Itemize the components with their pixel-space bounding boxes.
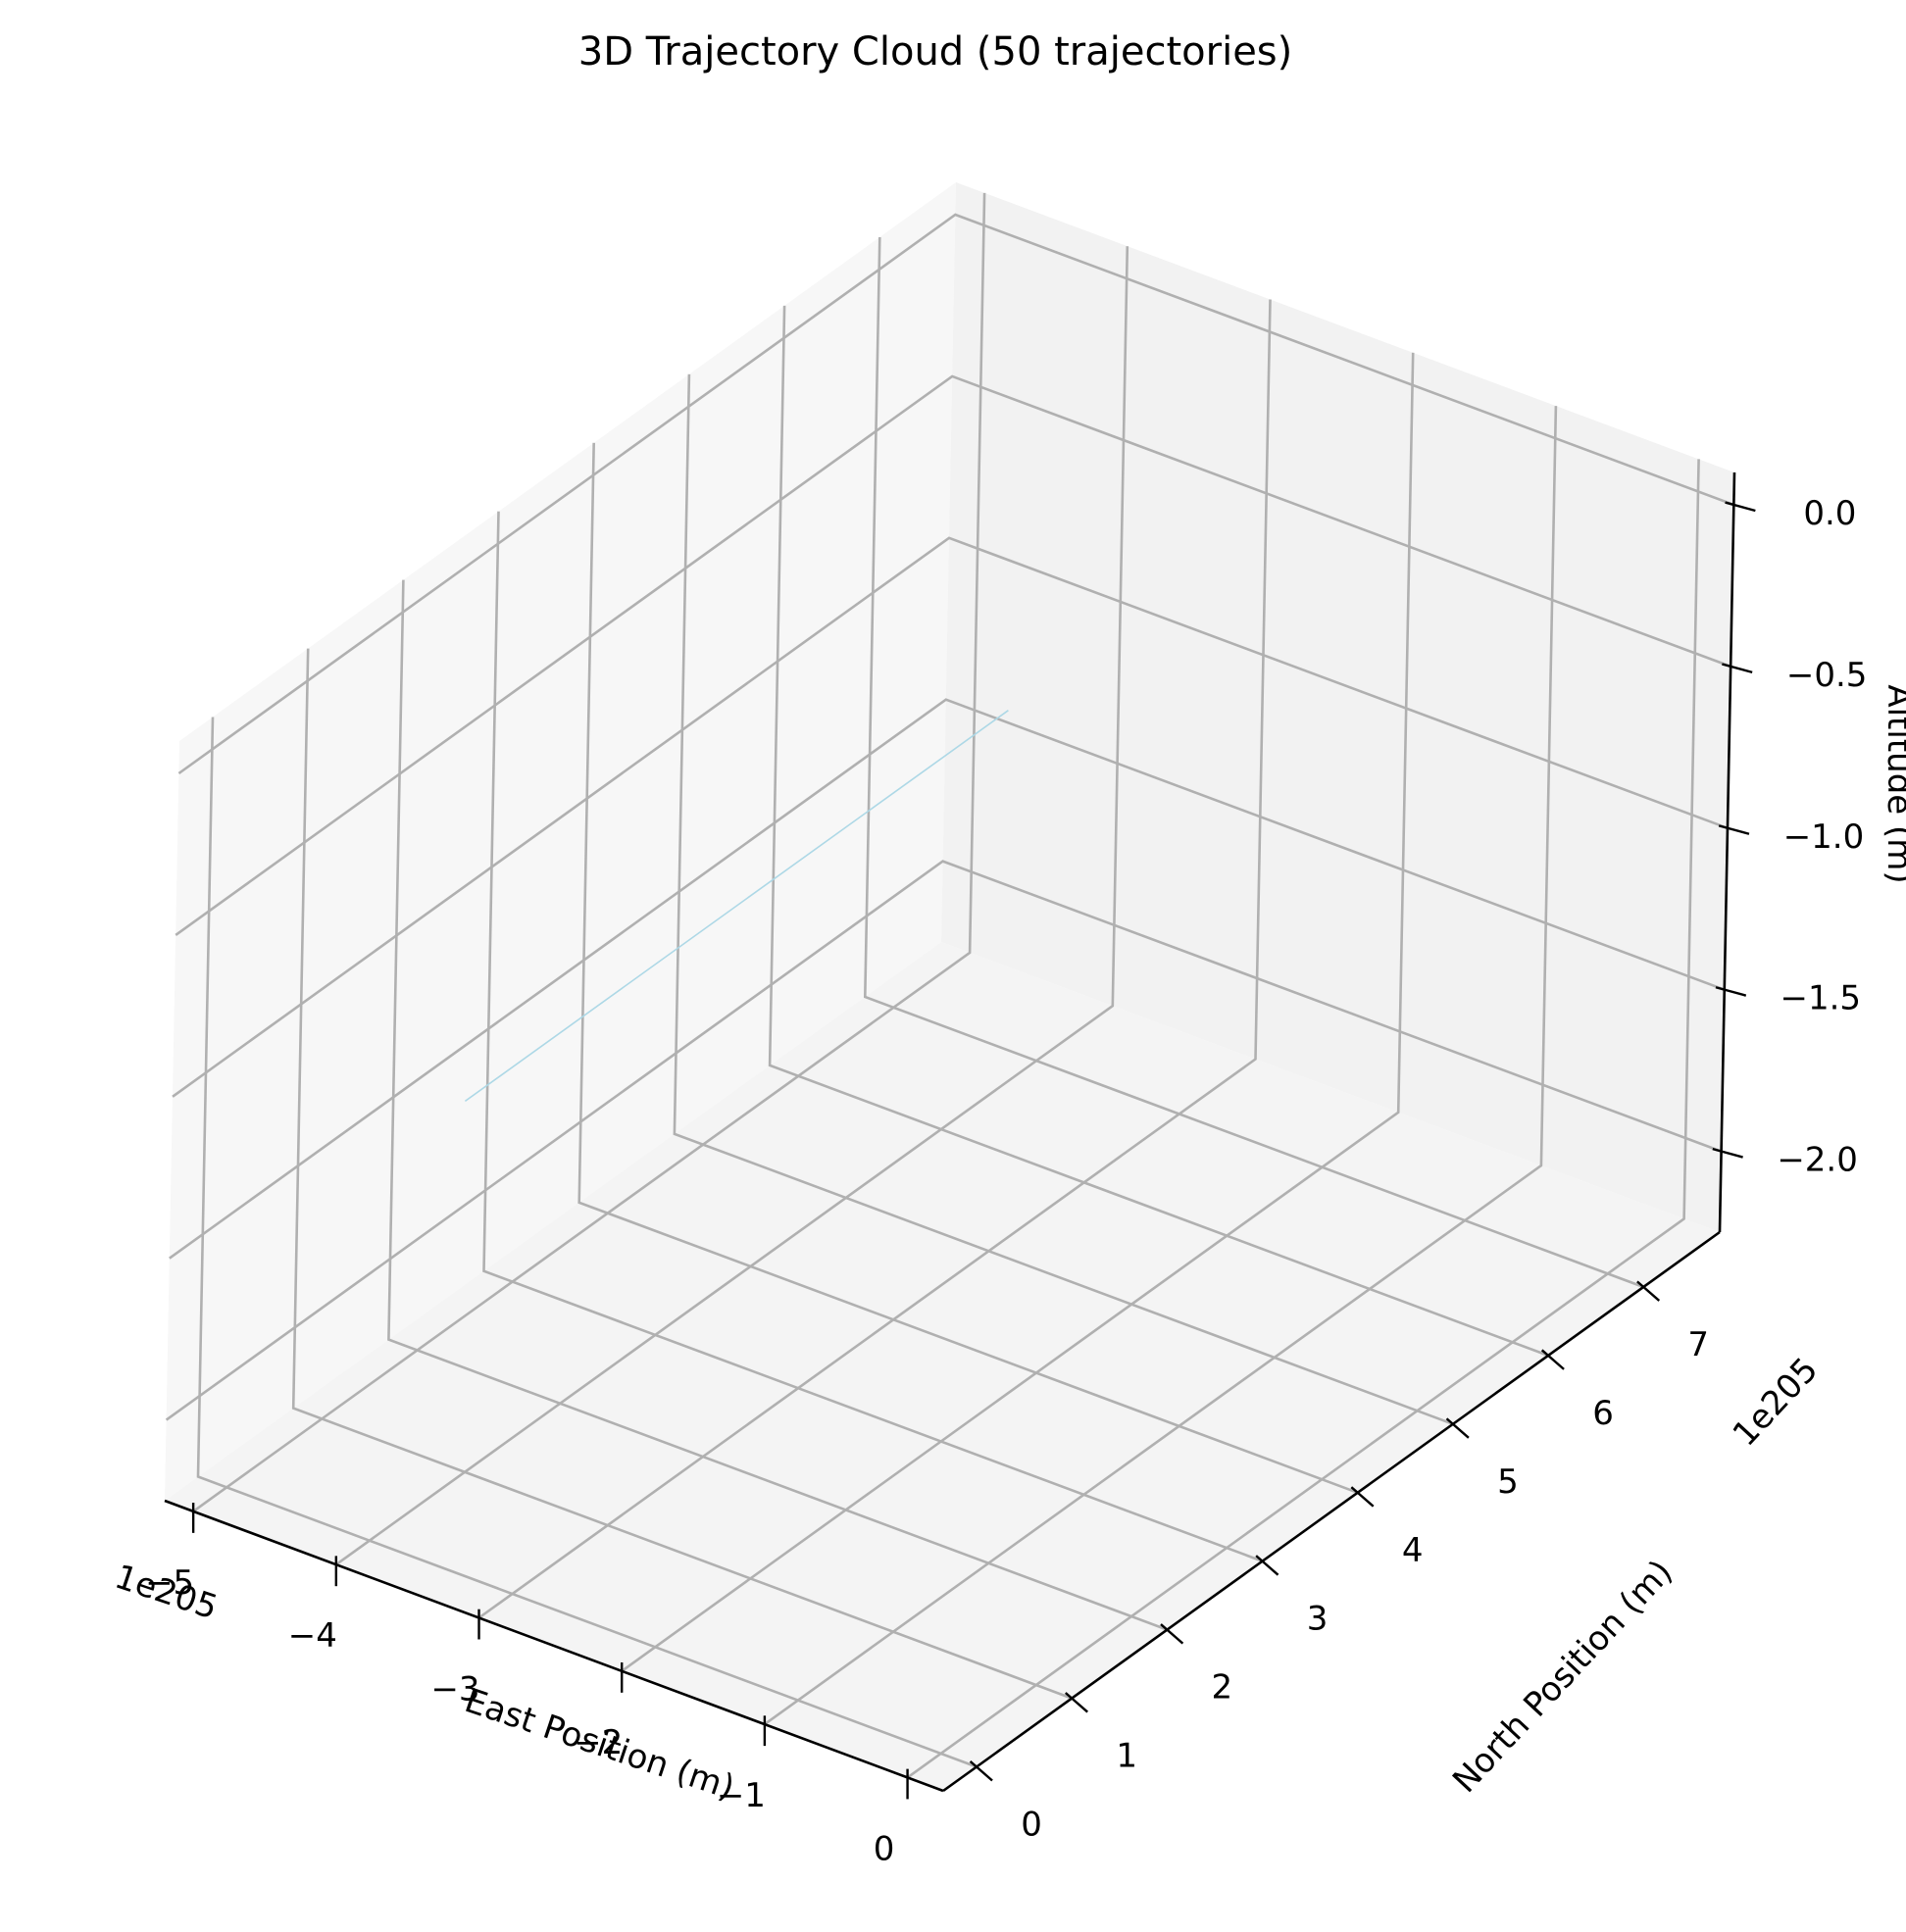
z-axis-label: Altitude (m) — [1880, 684, 1906, 883]
z-tick-1 — [1722, 663, 1753, 674]
grid-x-1 — [335, 246, 1129, 1566]
grid-z-0 — [177, 213, 1734, 775]
y-tick-label-3: 3 — [1307, 1600, 1329, 1639]
y-tick-label-4: 4 — [1402, 1531, 1424, 1570]
grid-y-4 — [577, 442, 1359, 1495]
grid-x-2 — [477, 299, 1272, 1619]
x-tick-label-3: −2 — [574, 1723, 623, 1762]
x-tick-label-0: −5 — [145, 1563, 194, 1603]
y-tick-1 — [1064, 1692, 1088, 1713]
axes-panes — [165, 182, 1734, 1791]
chart-title: 3D Trajectory Cloud (50 trajectories) — [578, 29, 1293, 74]
grid-z-4 — [165, 860, 1723, 1421]
grid-y-6 — [768, 305, 1549, 1358]
pane-floor — [165, 942, 1720, 1791]
x-tick-label-4: −1 — [717, 1776, 766, 1815]
z-tick-label-1: −0.5 — [1786, 656, 1868, 695]
x-tick-label-2: −3 — [430, 1669, 479, 1709]
grid-x-5 — [906, 459, 1700, 1779]
y-tick-label-0: 0 — [1021, 1806, 1042, 1845]
grid-y-7 — [863, 236, 1644, 1289]
x-axis-line — [164, 1499, 944, 1793]
y-tick-label-7: 7 — [1687, 1325, 1709, 1364]
y-tick-0 — [969, 1760, 993, 1782]
y-tick-label-5: 5 — [1497, 1462, 1519, 1502]
grid-y-0 — [196, 717, 978, 1768]
y-tick-5 — [1445, 1417, 1470, 1439]
z-tick-3 — [1715, 986, 1747, 997]
y-tick-2 — [1160, 1623, 1184, 1645]
z-axis-line — [1718, 471, 1736, 1233]
grid-lines — [165, 192, 1734, 1779]
grid-z-3 — [169, 698, 1726, 1260]
y-axis-label: North Position (m) — [1445, 1553, 1680, 1801]
z-tick-2 — [1718, 824, 1750, 835]
grid-x-0 — [192, 192, 986, 1512]
z-tick-0 — [1725, 501, 1756, 513]
grid-z-2 — [172, 536, 1729, 1098]
z-tick-label-2: −1.0 — [1783, 817, 1865, 857]
grid-y-1 — [291, 648, 1073, 1700]
trajectory-0 — [464, 710, 1009, 1103]
z-tick-label-0: 0.0 — [1803, 494, 1856, 533]
x-tick-label-1: −4 — [288, 1616, 337, 1656]
axis-ticks: −5 −4 −3 −2 −1 0 0 1 2 3 4 5 6 7 0.0 −0.5 −1.0 −1.5 −2.0 — [145, 494, 1867, 1868]
z-tick-label-4: −2.0 — [1777, 1141, 1858, 1180]
trajectories — [464, 710, 1009, 1103]
grid-y-5 — [673, 373, 1454, 1426]
y-tick-7 — [1636, 1280, 1661, 1302]
y-tick-3 — [1255, 1555, 1279, 1576]
z-tick-4 — [1712, 1147, 1743, 1159]
grid-y-2 — [387, 579, 1168, 1631]
y-tick-6 — [1540, 1349, 1565, 1370]
grid-x-3 — [621, 352, 1415, 1672]
y-tick-label-2: 2 — [1212, 1668, 1233, 1708]
grid-z-1 — [175, 374, 1731, 936]
y-tick-label-6: 6 — [1592, 1394, 1614, 1433]
grid-y-3 — [482, 511, 1263, 1562]
z-tick-label-3: −1.5 — [1781, 979, 1862, 1018]
pane-left — [165, 182, 956, 1501]
y-offset-text: 1e205 — [1726, 1351, 1827, 1455]
grid-x-4 — [764, 406, 1558, 1726]
y-tick-4 — [1350, 1486, 1375, 1508]
x-tick-label-5: 0 — [874, 1829, 895, 1868]
y-tick-label-1: 1 — [1116, 1737, 1137, 1776]
